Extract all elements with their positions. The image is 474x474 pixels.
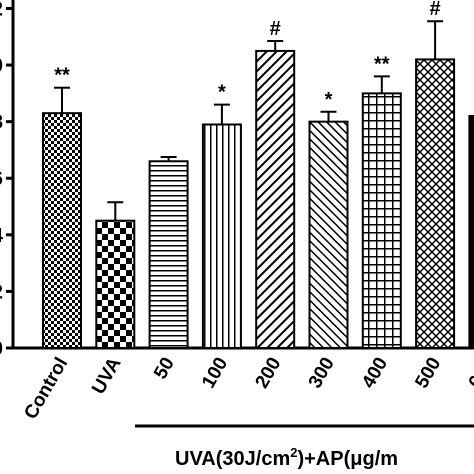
bar xyxy=(308,120,349,349)
bar xyxy=(415,58,456,349)
bar xyxy=(361,92,402,349)
y-tick-label: 8 xyxy=(0,112,3,134)
y-tick-label: 10 xyxy=(0,55,3,77)
x-tick-label: 200 xyxy=(251,354,285,392)
x-tick-label: Control xyxy=(20,354,72,423)
x-tick-label: 500 xyxy=(411,354,445,392)
group-label: UVA(30J/cm2)+AP(μg/m xyxy=(175,445,398,470)
x-tick-label: UVA xyxy=(88,354,126,398)
bar xyxy=(255,49,296,350)
annotation: # xyxy=(430,0,441,20)
y-tick-label: 2 xyxy=(0,281,3,303)
x-tick-label: 600 xyxy=(465,354,474,392)
y-tick-label: 0 xyxy=(0,338,3,360)
bar xyxy=(468,115,474,349)
bar xyxy=(42,112,82,349)
y-tick-label: 4 xyxy=(0,225,4,247)
bar xyxy=(201,123,242,349)
annotation: * xyxy=(325,89,333,111)
x-tick-label: 300 xyxy=(305,354,339,392)
bar xyxy=(148,160,189,349)
annotation: ** xyxy=(374,53,390,75)
bar xyxy=(95,219,136,349)
y-tick-label: 6 xyxy=(0,168,3,190)
annotation: * xyxy=(218,82,226,104)
x-tick-label: 100 xyxy=(198,354,232,392)
annotation: # xyxy=(270,18,281,40)
x-tick-label: 400 xyxy=(358,354,392,392)
annotation: ** xyxy=(54,65,70,87)
x-tick-label: 50 xyxy=(150,354,179,383)
y-tick-label: 12 xyxy=(0,0,3,20)
